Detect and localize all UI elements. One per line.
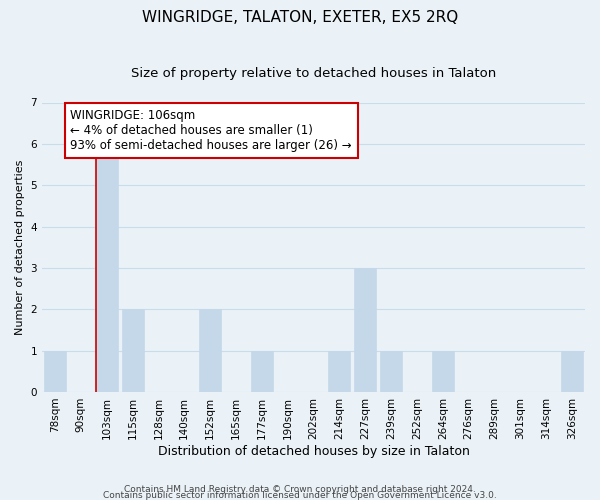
Bar [432, 350, 454, 392]
Text: Contains HM Land Registry data © Crown copyright and database right 2024.: Contains HM Land Registry data © Crown c… [124, 484, 476, 494]
Bar [328, 350, 350, 392]
Text: WINGRIDGE: 106sqm
← 4% of detached houses are smaller (1)
93% of semi-detached h: WINGRIDGE: 106sqm ← 4% of detached house… [70, 108, 352, 152]
Bar [354, 268, 376, 392]
Title: Size of property relative to detached houses in Talaton: Size of property relative to detached ho… [131, 68, 496, 80]
Bar [95, 144, 118, 392]
Text: WINGRIDGE, TALATON, EXETER, EX5 2RQ: WINGRIDGE, TALATON, EXETER, EX5 2RQ [142, 10, 458, 25]
Text: Contains public sector information licensed under the Open Government Licence v3: Contains public sector information licen… [103, 490, 497, 500]
X-axis label: Distribution of detached houses by size in Talaton: Distribution of detached houses by size … [158, 444, 469, 458]
Bar [44, 350, 66, 392]
Y-axis label: Number of detached properties: Number of detached properties [15, 160, 25, 335]
Bar [380, 350, 402, 392]
Bar [122, 310, 143, 392]
Bar [561, 350, 583, 392]
Bar [199, 310, 221, 392]
Bar [251, 350, 273, 392]
